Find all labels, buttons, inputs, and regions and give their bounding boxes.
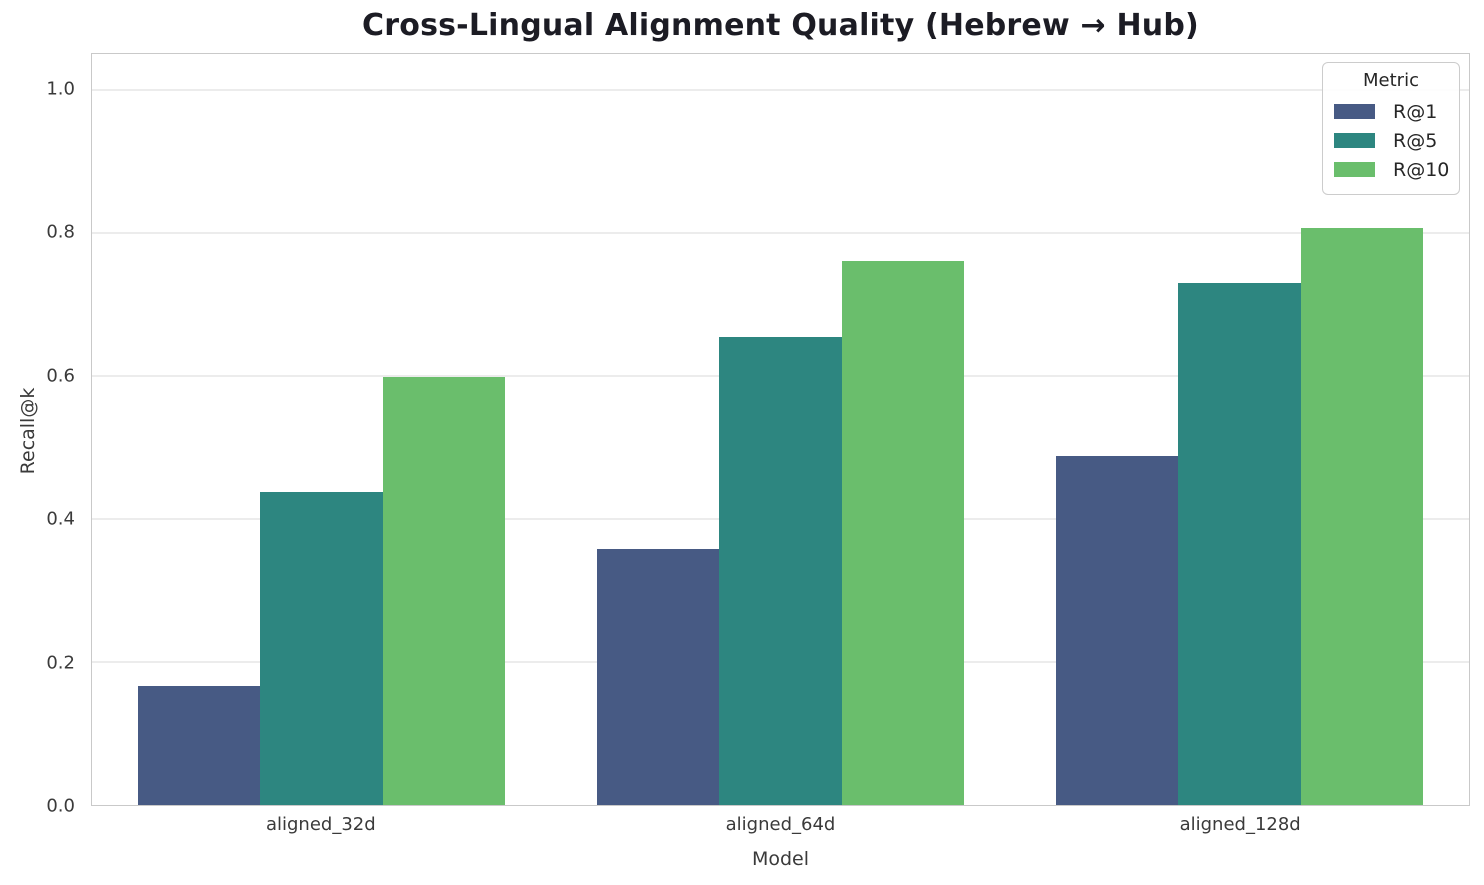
y-axis-ticks: 0.0 0.2 0.4 0.6 0.8 1.0 <box>0 53 83 816</box>
x-tick-label: aligned_32d <box>265 814 376 835</box>
legend-label: R@5 <box>1393 129 1438 152</box>
bar-aligned_64d-R@1 <box>596 548 720 805</box>
y-tick-label: 0.2 <box>46 652 75 674</box>
bar-aligned_32d-R@1 <box>137 686 261 805</box>
legend-rows: R@1 R@5 R@10 <box>1333 97 1449 184</box>
legend-swatch-R@1 <box>1334 104 1375 119</box>
legend-row: R@1 <box>1333 97 1449 126</box>
legend-label: R@1 <box>1393 100 1438 123</box>
plot-area: Metric R@1 R@5 R@10 <box>91 53 1470 806</box>
x-tick-label: aligned_128d <box>1179 814 1301 835</box>
bar-aligned_32d-R@5 <box>260 491 383 805</box>
y-tick-label: 0.6 <box>46 365 75 387</box>
gridline <box>92 231 1469 234</box>
chart-title: Cross-Lingual Alignment Quality (Hebrew … <box>362 8 1199 43</box>
legend-title: Metric <box>1363 70 1419 91</box>
legend-swatch-R@5 <box>1334 133 1375 148</box>
y-tick-label: 0.8 <box>46 221 75 243</box>
gridline <box>92 88 1469 91</box>
x-axis-label: Model <box>751 848 810 870</box>
legend: Metric R@1 R@5 R@10 <box>1322 62 1460 195</box>
bar-aligned_64d-R@5 <box>719 336 842 805</box>
legend-row: R@5 <box>1333 126 1449 155</box>
bar-aligned_128d-R@10 <box>1300 227 1424 805</box>
bar-aligned_32d-R@10 <box>382 377 506 805</box>
legend-label: R@10 <box>1393 158 1450 181</box>
x-tick-label: aligned_64d <box>725 814 836 835</box>
bar-aligned_64d-R@10 <box>841 261 965 805</box>
legend-swatch-R@10 <box>1334 162 1375 177</box>
legend-row: R@10 <box>1333 155 1449 184</box>
y-tick-label: 0.0 <box>46 795 75 817</box>
bar-aligned_128d-R@5 <box>1178 282 1301 805</box>
y-tick-label: 1.0 <box>46 78 75 100</box>
bar-aligned_128d-R@1 <box>1055 455 1179 805</box>
x-axis-ticks: aligned_32d aligned_64d aligned_128d <box>91 814 1470 840</box>
y-tick-label: 0.4 <box>46 508 75 530</box>
